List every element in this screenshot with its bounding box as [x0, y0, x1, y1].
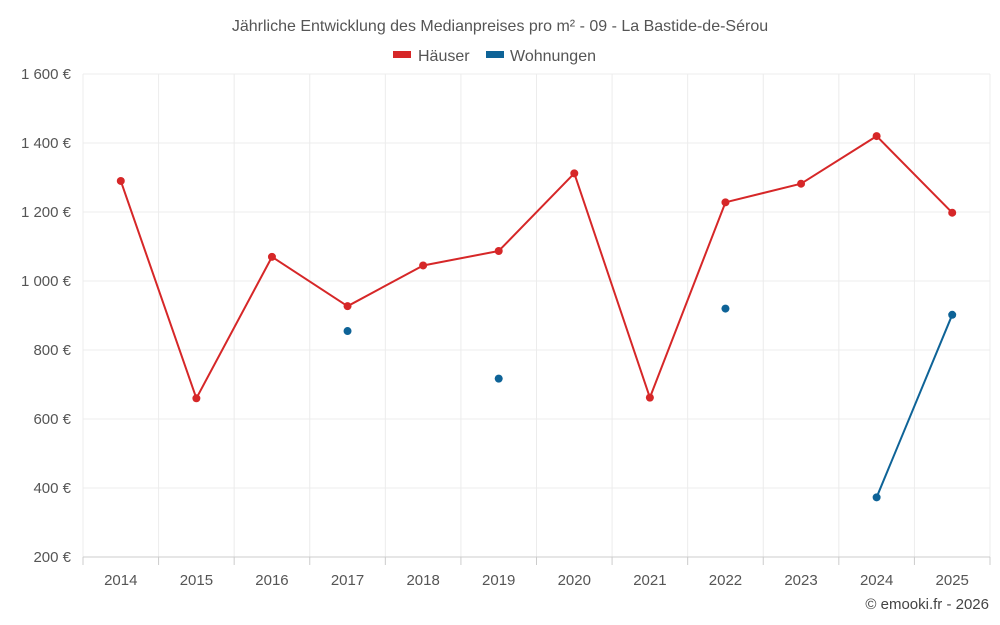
- data-point[interactable]: [645, 393, 654, 402]
- data-point[interactable]: [721, 304, 730, 313]
- x-tick-label: 2023: [784, 572, 817, 589]
- x-tick-label: 2014: [104, 572, 137, 589]
- data-point[interactable]: [419, 261, 428, 270]
- x-tick-label: 2022: [709, 572, 742, 589]
- data-point[interactable]: [494, 246, 503, 255]
- grid: [82, 73, 991, 557]
- x-tick-label: 2024: [860, 572, 893, 589]
- y-tick-label: 200 €: [33, 549, 71, 566]
- data-point[interactable]: [267, 252, 276, 261]
- legend-item-haeuser[interactable]: Häuser: [393, 48, 470, 65]
- series-haeuser: [116, 132, 957, 403]
- data-point[interactable]: [192, 394, 201, 403]
- legend-label-wohnungen: Wohnungen: [510, 48, 596, 65]
- legend-item-wohnungen[interactable]: Wohnungen: [486, 48, 596, 65]
- data-point[interactable]: [721, 198, 730, 207]
- legend-label-haeuser: Häuser: [418, 48, 470, 65]
- data-point[interactable]: [872, 132, 881, 141]
- series-line: [875, 314, 954, 498]
- x-tick-label: 2020: [558, 572, 591, 589]
- data-point[interactable]: [343, 302, 352, 311]
- credit: © emooki.fr - 2026: [865, 596, 989, 613]
- y-tick-label: 1 200 €: [21, 204, 72, 221]
- x-tick-label: 2019: [482, 572, 515, 589]
- x-tick-label: 2025: [936, 572, 969, 589]
- series-line: [119, 135, 953, 400]
- legend-swatch-wohnungen: [486, 51, 504, 58]
- data-point[interactable]: [872, 493, 881, 502]
- legend: Häuser Wohnungen: [393, 48, 596, 65]
- data-point[interactable]: [494, 374, 503, 383]
- x-tick-label: 2016: [255, 572, 288, 589]
- y-tick-label: 1 400 €: [21, 135, 72, 152]
- legend-swatch-haeuser: [393, 51, 411, 58]
- x-tick-label: 2021: [633, 572, 666, 589]
- y-tick-label: 800 €: [33, 342, 71, 359]
- y-tick-label: 1 600 €: [21, 66, 72, 83]
- axes: 200 € 400 € 600 € 800 € 1 000 € 1 200 € 1 400 …: [21, 66, 991, 589]
- series-wohnungen: [343, 304, 957, 502]
- data-point[interactable]: [948, 310, 957, 319]
- data-point[interactable]: [797, 179, 806, 188]
- data-point[interactable]: [570, 169, 579, 178]
- y-tick-label: 1 000 €: [21, 273, 72, 290]
- y-tick-label: 600 €: [33, 411, 71, 428]
- x-tick-label: 2018: [406, 572, 439, 589]
- chart-title: Jährliche Entwicklung des Medianpreises …: [232, 18, 768, 35]
- data-point[interactable]: [116, 176, 125, 185]
- data-point[interactable]: [948, 208, 957, 217]
- x-tick-label: 2015: [180, 572, 213, 589]
- data-point[interactable]: [343, 327, 352, 336]
- series: [116, 132, 957, 502]
- y-tick-label: 400 €: [33, 480, 71, 497]
- x-tick-label: 2017: [331, 572, 364, 589]
